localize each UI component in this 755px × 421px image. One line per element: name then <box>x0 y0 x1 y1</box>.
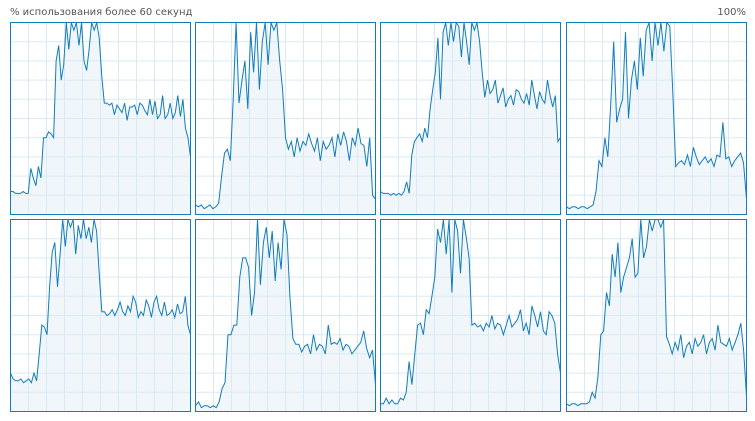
graph-border <box>380 219 561 412</box>
graph-border <box>566 219 747 412</box>
usage-line <box>195 219 376 409</box>
graph-caption: % использования более 60 секунд <box>10 7 193 18</box>
graph-border <box>195 219 376 412</box>
graph-border <box>10 219 191 412</box>
usage-line <box>380 21 561 197</box>
usage-area <box>195 22 376 215</box>
usage-line <box>195 22 376 210</box>
usage-line <box>10 22 191 194</box>
graph-border <box>10 22 191 215</box>
graph-border <box>380 22 561 215</box>
graph-border <box>566 22 747 215</box>
max-label: 100% <box>717 7 746 18</box>
graph-border <box>195 22 376 215</box>
usage-line <box>566 21 747 210</box>
usage-line <box>10 219 191 384</box>
usage-line <box>380 219 561 405</box>
